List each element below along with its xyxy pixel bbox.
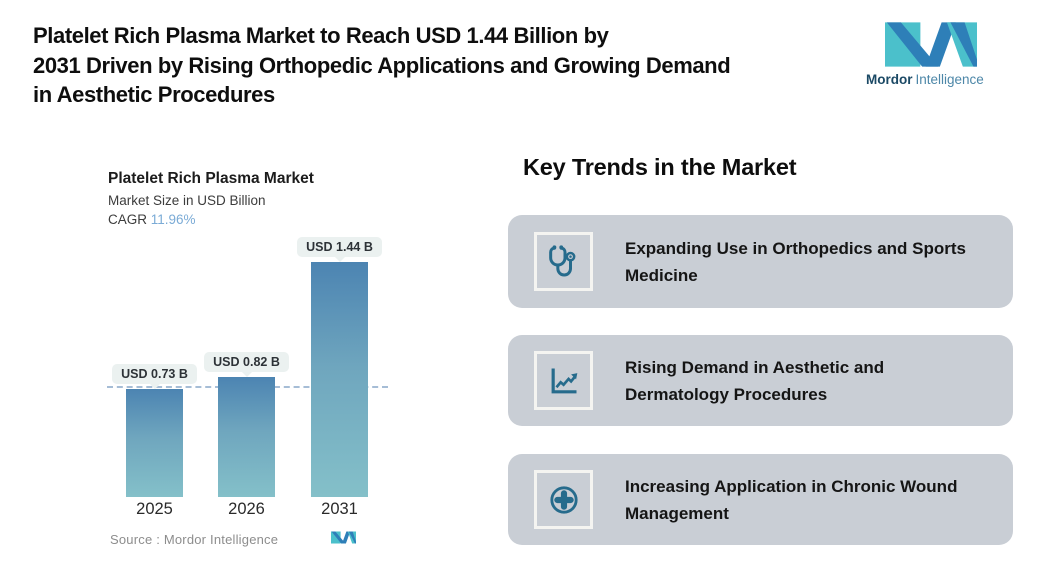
trend-card-wound-management: Increasing Application in Chronic Wound … (508, 454, 1013, 545)
chart-title: Platelet Rich Plasma Market (108, 170, 314, 187)
bar-group-2031: USD 1.44 B (297, 237, 382, 497)
trend-icon-box (534, 232, 593, 291)
cagr-value: 11.96% (150, 212, 196, 227)
bar-value-badge: USD 0.73 B (112, 364, 197, 384)
brand-name: Mordor Intelligence (866, 72, 996, 87)
page-title: Platelet Rich Plasma Market to Reach USD… (33, 21, 858, 110)
bar-value-badge: USD 0.82 B (204, 352, 289, 372)
source-credit: Source : Mordor Intelligence (110, 532, 279, 547)
medical-cross-icon (549, 485, 578, 514)
bar-rect (126, 389, 183, 497)
trend-icon-box (534, 351, 593, 410)
trend-card-text: Increasing Application in Chronic Wound … (625, 476, 958, 523)
stethoscope-icon (548, 244, 575, 276)
bar-rect (218, 377, 275, 497)
bar-group-2026: USD 0.82 B (204, 352, 289, 497)
chart-cagr: CAGR 11.96% (108, 212, 196, 227)
cagr-label: CAGR (108, 212, 148, 227)
page-title-line: in Aesthetic Procedures (33, 82, 275, 107)
x-axis-label-2026: 2026 (228, 500, 265, 518)
trend-card-text: Expanding Use in Orthopedics and Sports … (625, 238, 966, 285)
trend-card-aesthetics: Rising Demand in Aesthetic and Dermatolo… (508, 335, 1013, 426)
trend-card-orthopedics: Expanding Use in Orthopedics and Sports … (508, 215, 1013, 308)
brand-name-light: Intelligence (915, 72, 984, 87)
x-axis-label-2025: 2025 (136, 500, 173, 518)
bar-rect (311, 262, 368, 497)
line-chart-icon (551, 368, 577, 393)
trends-heading: Key Trends in the Market (523, 154, 797, 180)
mordor-logo-icon (885, 22, 977, 67)
badge-pointer (149, 384, 160, 389)
bar-group-2025: USD 0.73 B (112, 364, 197, 497)
trend-icon-box (534, 470, 593, 529)
trend-card-text: Rising Demand in Aesthetic and Dermatolo… (625, 357, 885, 404)
badge-pointer (334, 257, 345, 262)
brand-logo: Mordor Intelligence (866, 21, 996, 87)
brand-name-bold: Mordor (866, 72, 913, 87)
page-title-line: 2031 Driven by Rising Orthopedic Applica… (33, 52, 731, 78)
x-axis-label-2031: 2031 (321, 500, 358, 518)
chart-subtitle: Market Size in USD Billion (108, 193, 266, 208)
bar-value-badge: USD 1.44 B (297, 237, 382, 257)
badge-pointer (241, 372, 252, 377)
page-title-line: Platelet Rich Plasma Market to Reach USD… (33, 23, 609, 48)
mordor-logo-mini-icon (331, 531, 356, 544)
